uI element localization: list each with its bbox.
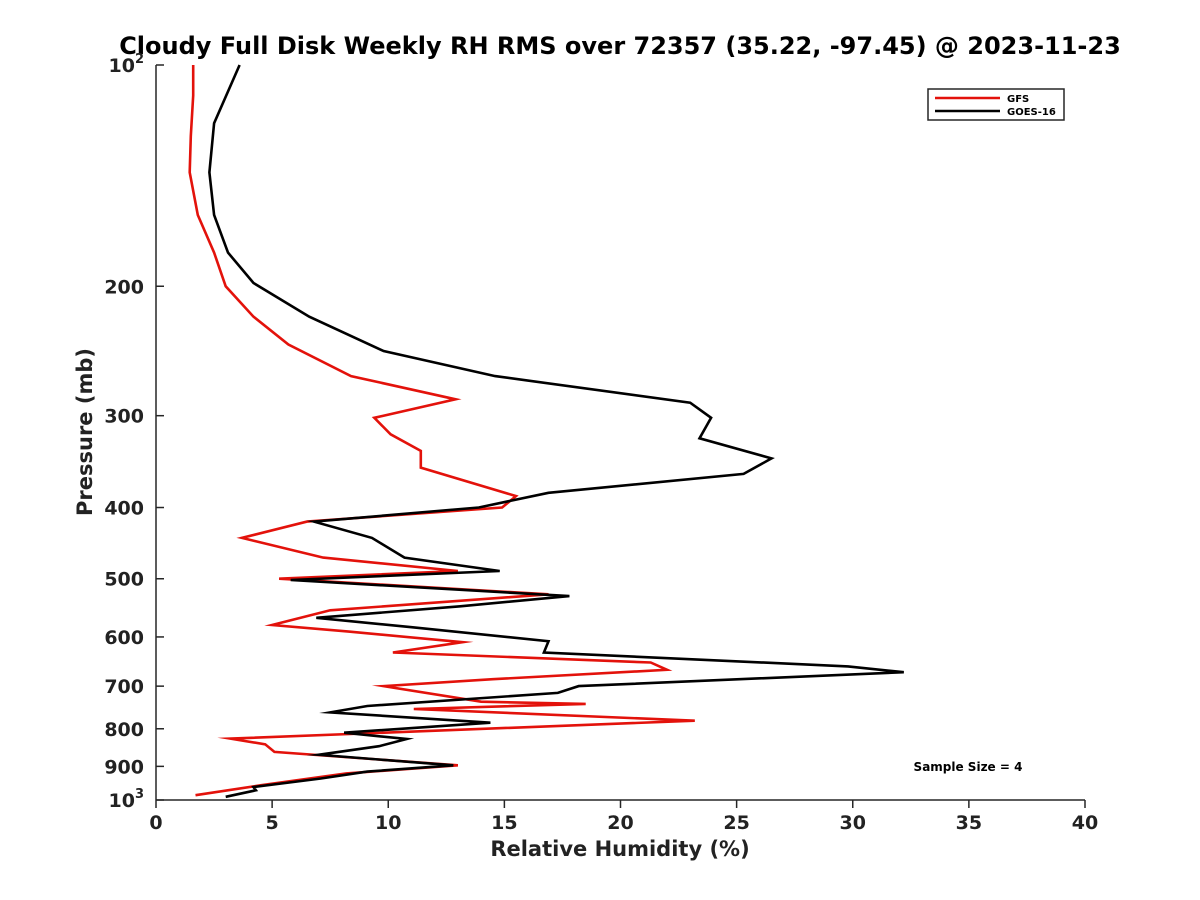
sample-size-annotation: Sample Size = 4: [914, 760, 1023, 774]
y-tick-label: 200: [104, 276, 144, 298]
legend: GFS GOES-16: [927, 88, 1065, 121]
y-tick-label: 103: [109, 787, 145, 812]
series-line-gfs: [188, 65, 695, 797]
series-layer: [188, 64, 904, 799]
y-tick-label: 800: [104, 719, 144, 741]
x-tick-label: 25: [723, 812, 749, 834]
y-tick-label: 300: [104, 406, 144, 428]
y-axis-label: Pressure (mb): [73, 348, 97, 516]
chart-title: Cloudy Full Disk Weekly RH RMS over 7235…: [119, 32, 1121, 60]
legend-label: GFS: [1007, 94, 1029, 105]
x-axis: 0 5 10 15 20 25 30 35 40: [149, 799, 1098, 834]
y-tick-label: 102: [109, 52, 145, 77]
x-tick-label: 40: [1072, 812, 1098, 834]
y-tick-label: 500: [104, 569, 144, 591]
x-tick-label: 20: [607, 812, 633, 834]
legend-label: GOES-16: [1007, 107, 1056, 118]
y-axis: 102 200 300 400 500 600 700 800 900 103: [104, 52, 164, 812]
x-tick-label: 30: [840, 812, 866, 834]
y-tick-label: 700: [104, 676, 144, 698]
x-tick-label: 15: [491, 812, 517, 834]
y-tick-label: 600: [104, 627, 144, 649]
y-tick-label: 400: [104, 498, 144, 520]
y-tick-label: 900: [104, 756, 144, 778]
plot-background: [156, 65, 1085, 800]
series-line-goes-16: [208, 64, 904, 799]
x-tick-label: 5: [266, 812, 279, 834]
legend-box: [927, 88, 1065, 121]
plot-area: [156, 65, 1085, 800]
x-axis-label: Relative Humidity (%): [490, 837, 749, 861]
x-tick-label: 0: [149, 812, 162, 834]
x-tick-label: 35: [956, 812, 982, 834]
x-tick-label: 10: [375, 812, 401, 834]
